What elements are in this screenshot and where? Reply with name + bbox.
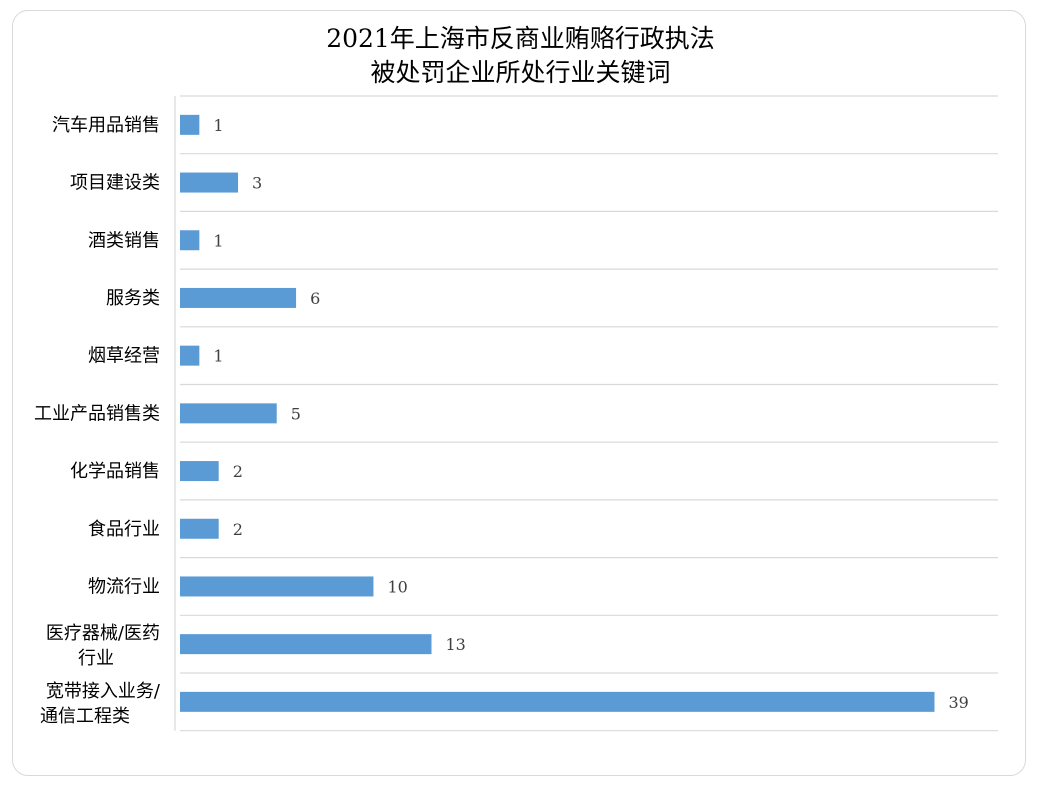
data-label: 2 [233,520,243,539]
bar [180,518,219,539]
bar [180,230,200,251]
category-label: 工业产品销售类 [34,403,160,424]
chart-title: 2021年上海市反商业贿赂行政执法 被处罚企业所处行业关键词 [0,22,1041,90]
category-label: 食品行业 [88,519,160,540]
category-label: 化学品销售 [70,461,160,482]
category-label: 项目建设类 [70,173,160,194]
data-label: 39 [948,693,968,712]
category-label: 宽带接入业务/ [46,681,161,702]
data-label: 1 [213,231,223,250]
chart-title-line-2: 被处罚企业所处行业关键词 [370,58,671,87]
bar [180,287,297,308]
data-label: 2 [233,462,243,481]
bar [180,576,374,597]
category-label: 酒类销售 [88,230,160,251]
data-label: 13 [445,635,465,654]
data-label: 1 [213,347,223,366]
bar [180,691,935,712]
data-label: 5 [291,404,301,423]
category-label: 服务类 [106,288,160,309]
bar [180,114,200,135]
category-label-line2: 行业 [78,648,114,669]
category-label-line2: 通信工程类 [40,706,130,727]
data-label: 1 [213,116,223,135]
data-label: 3 [252,174,262,193]
category-label: 医疗器械/医药 [46,623,160,644]
bar [180,172,239,193]
chart-title-line-1: 2021年上海市反商业贿赂行政执法 [326,24,715,53]
category-label: 汽车用品销售 [52,115,160,136]
bar [180,403,277,424]
bar [180,461,219,482]
data-label: 6 [310,289,320,308]
bar [180,345,200,366]
data-label: 10 [387,577,407,596]
bar [180,634,432,655]
category-label: 物流行业 [88,576,160,597]
category-label: 烟草经营 [88,346,160,367]
